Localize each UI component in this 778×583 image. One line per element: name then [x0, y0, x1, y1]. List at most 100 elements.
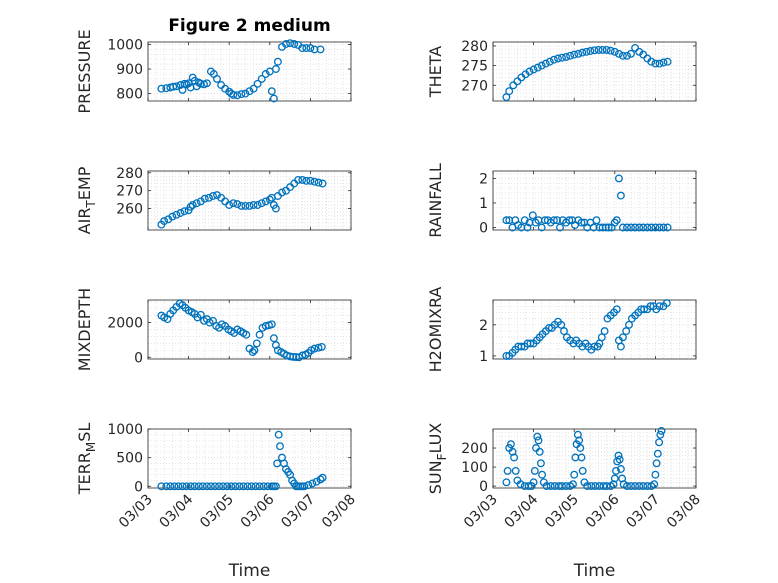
data-point	[314, 178, 323, 187]
x-tick-label: 03/03	[461, 492, 501, 532]
axes-frame	[147, 170, 352, 231]
data-point	[602, 45, 611, 54]
data-point	[604, 223, 613, 232]
data-point	[237, 90, 246, 99]
data-point	[178, 482, 187, 491]
data-point	[612, 466, 620, 475]
data-point	[577, 218, 586, 227]
data-point	[533, 432, 542, 441]
data-point	[314, 343, 323, 352]
data-point	[610, 47, 619, 56]
data-point	[271, 204, 280, 213]
data-point	[267, 320, 276, 329]
y-tick-label: 800	[116, 87, 143, 103]
data-point	[625, 320, 633, 329]
data-point	[537, 223, 546, 232]
subplot-6: 1 2 H2OMIXRA	[426, 287, 697, 372]
data-point	[250, 346, 259, 355]
data-point	[318, 179, 327, 188]
data-point	[553, 216, 562, 225]
data-point	[225, 201, 234, 209]
axes-frame	[492, 41, 697, 102]
data-point	[635, 482, 644, 491]
chart-title: Figure 2 medium	[168, 16, 330, 36]
data-point	[172, 82, 181, 91]
y-tick-label: 200	[461, 441, 488, 457]
data-point	[513, 77, 522, 86]
data-point	[657, 426, 666, 435]
y-axis-label-subscript: F	[435, 453, 449, 460]
data-point	[190, 482, 199, 491]
y-tick-label: 2	[479, 171, 488, 187]
data-point	[573, 430, 582, 439]
data-point	[595, 482, 604, 491]
y-tick-label: 100	[461, 460, 488, 476]
data-point	[627, 223, 635, 232]
subplot-8: 0 100 200 SUNFLUX 03/03 03/04 03/05 03/06 03/07 0…	[426, 423, 704, 581]
data-point	[526, 339, 535, 348]
data-point	[166, 482, 175, 491]
data-point	[229, 199, 238, 208]
subplot-1: 800 900 1000 PRESSURE Figure 2 medium	[75, 16, 352, 114]
y-tick-label: 0	[479, 221, 488, 237]
data-point	[503, 466, 512, 475]
data-point	[257, 74, 266, 83]
data-point	[202, 482, 211, 491]
data-point	[261, 197, 270, 206]
data-point	[237, 201, 246, 210]
y-axis-label: PRESSURE	[75, 29, 94, 113]
data-point	[627, 49, 635, 58]
data-point	[247, 482, 256, 491]
data-point	[655, 438, 664, 447]
data-point	[536, 459, 545, 468]
axes-background	[493, 171, 696, 230]
y-axis-label-tail: LUX	[426, 423, 445, 454]
data-point	[211, 482, 219, 491]
data-point	[511, 466, 520, 475]
data-point	[213, 74, 221, 83]
y-tick-label: 275	[461, 59, 488, 75]
data-point	[188, 201, 197, 209]
data-point	[640, 305, 648, 314]
data-point	[663, 223, 672, 232]
data-point	[622, 327, 631, 336]
data-point	[533, 63, 542, 72]
data-point	[502, 478, 511, 487]
x-tick-label: 03/05	[542, 492, 582, 532]
data-point	[651, 470, 660, 479]
data-point	[591, 482, 600, 491]
data-point	[170, 482, 179, 491]
data-point	[516, 480, 525, 489]
data-point	[650, 480, 659, 489]
y-tick-label: 1	[479, 196, 488, 212]
data-point	[602, 482, 611, 491]
subplot-3: 260 270 280 AIRTEMP	[75, 166, 352, 234]
data-point	[271, 65, 280, 73]
data-point	[546, 482, 555, 491]
data-point	[306, 176, 315, 185]
data-point	[209, 192, 217, 200]
y-tick-label: 900	[116, 62, 143, 78]
data-point	[523, 223, 532, 232]
data-series	[157, 430, 327, 491]
data-point	[643, 223, 652, 232]
data-point	[249, 84, 258, 93]
data-point	[583, 482, 592, 491]
subplot-5: 0 2000 MIXDEPTH	[75, 288, 352, 371]
data-point	[663, 57, 672, 66]
data-point	[639, 482, 648, 491]
data-point	[534, 436, 543, 445]
data-point	[558, 53, 566, 62]
data-point	[590, 46, 599, 55]
data-point	[204, 193, 213, 202]
y-axis-label-main: SUN	[426, 460, 445, 494]
data-point	[554, 482, 563, 491]
data-point	[186, 202, 195, 211]
data-point	[528, 211, 537, 220]
data-point	[245, 201, 254, 210]
data-point	[243, 482, 252, 491]
data-point	[261, 70, 270, 78]
data-point	[241, 89, 250, 98]
data-point	[616, 465, 625, 473]
